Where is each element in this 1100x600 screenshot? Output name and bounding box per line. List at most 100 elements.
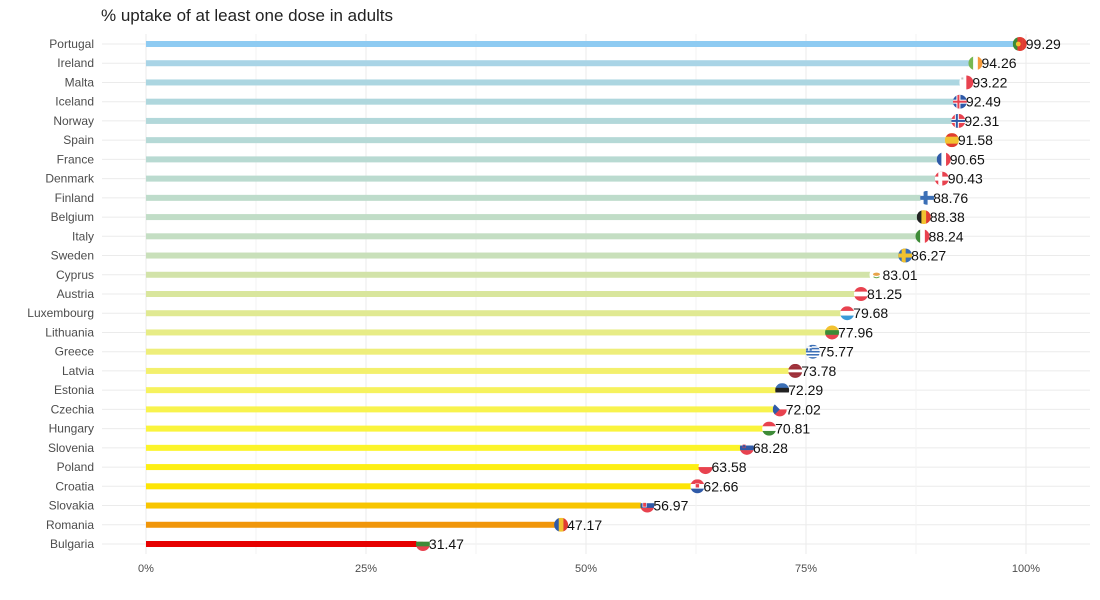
data-label: 92.31: [964, 113, 999, 129]
y-tick-label: Romania: [46, 518, 94, 532]
data-label: 62.66: [703, 478, 738, 494]
y-tick-label: Austria: [57, 287, 95, 301]
y-tick-label: Finland: [55, 191, 94, 205]
hungary-flag-icon: [762, 421, 777, 436]
bar: [146, 387, 783, 394]
data-label: 70.81: [775, 421, 810, 437]
y-tick-label: Norway: [53, 114, 94, 128]
bar: [146, 541, 423, 547]
bar: [146, 60, 976, 67]
x-tick-label: 100%: [1012, 563, 1040, 575]
data-label: 72.29: [788, 382, 823, 398]
denmark-flag-icon: [934, 171, 949, 186]
y-tick-label: Slovenia: [48, 441, 94, 455]
chart-title: % uptake of at least one dose in adults: [101, 6, 394, 25]
bars: [146, 41, 1020, 547]
y-tick-label: Ireland: [57, 56, 94, 70]
bar: [146, 117, 959, 124]
y-tick-label: Italy: [72, 229, 94, 243]
bar: [146, 310, 848, 317]
italy-flag-icon: [915, 229, 930, 244]
flag-markers: [415, 37, 1027, 551]
estonia-flag-icon: [775, 383, 790, 398]
bar: [146, 464, 706, 471]
data-label: 88.76: [933, 190, 968, 206]
data-label: 93.22: [972, 74, 1007, 90]
greece-flag-icon: [805, 344, 820, 359]
y-tick-label: Latvia: [62, 364, 94, 378]
bar: [146, 521, 562, 528]
bar: [146, 348, 813, 355]
bar: [146, 156, 944, 163]
data-label: 75.77: [819, 344, 854, 360]
x-tick-label: 25%: [355, 563, 377, 575]
czechia-flag-icon: [772, 402, 787, 417]
data-labels: 99.29 94.26 93.22 92.49 92.31 91.58 90.65 90.43…: [429, 36, 1061, 552]
data-label: 83.01: [882, 267, 917, 283]
data-label: 81.25: [867, 286, 902, 302]
y-tick-label: Iceland: [55, 95, 94, 109]
y-tick-label: Croatia: [55, 479, 94, 493]
malta-flag-icon: [959, 75, 974, 90]
bar: [146, 406, 780, 413]
data-label: 94.26: [981, 55, 1016, 71]
spain-flag-icon: [944, 133, 959, 148]
x-axis: 0% 25% 50% 75% 100%: [138, 563, 1040, 575]
luxembourg-flag-icon: [840, 306, 855, 321]
poland-flag-icon: [698, 460, 713, 475]
bar: [146, 233, 923, 240]
iceland-flag-icon: [952, 94, 967, 109]
bar: [146, 98, 960, 105]
y-tick-label: Belgium: [51, 210, 94, 224]
data-label: 63.58: [712, 459, 747, 475]
data-label: 79.68: [853, 305, 888, 321]
bulgaria-flag-icon: [415, 537, 430, 551]
data-label: 91.58: [958, 132, 993, 148]
y-tick-label: Malta: [65, 75, 95, 89]
data-label: 56.97: [653, 498, 688, 514]
belgium-flag-icon: [916, 210, 931, 225]
bar: [146, 367, 796, 374]
y-tick-label: Spain: [63, 133, 94, 147]
ireland-flag-icon: [968, 56, 983, 71]
y-tick-label: Slovakia: [49, 499, 95, 513]
data-label: 88.38: [930, 209, 965, 225]
norway-flag-icon: [951, 113, 966, 128]
bar: [146, 291, 861, 297]
slovakia-flag-icon: [640, 498, 655, 513]
data-label: 68.28: [753, 440, 788, 456]
france-flag-icon: [936, 152, 951, 167]
y-tick-label: Hungary: [49, 422, 94, 436]
bar: [146, 483, 698, 490]
y-axis: Portugal Ireland Malta Iceland Norway Spain Fr…: [27, 37, 95, 551]
data-label: 47.17: [567, 517, 602, 533]
bar: [146, 175, 942, 182]
bar: [146, 271, 877, 278]
y-tick-label: Luxembourg: [27, 306, 94, 320]
x-tick-label: 0%: [138, 563, 154, 575]
bar: [146, 137, 952, 144]
y-tick-label: Poland: [57, 460, 94, 474]
bar: [146, 502, 648, 509]
y-tick-label: Greece: [55, 345, 95, 359]
y-tick-label: Cyprus: [56, 268, 94, 282]
latvia-flag-icon: [788, 363, 803, 378]
romania-flag-icon: [554, 517, 569, 532]
bar: [146, 214, 924, 221]
data-label: 72.02: [786, 401, 821, 417]
y-tick-label: France: [57, 152, 95, 166]
data-label: 90.65: [950, 151, 985, 167]
data-label: 86.27: [911, 248, 946, 264]
bar: [146, 425, 770, 432]
y-tick-label: Sweden: [51, 249, 94, 263]
x-tick-label: 50%: [575, 563, 597, 575]
y-tick-label: Estonia: [54, 383, 94, 397]
lithuania-flag-icon: [825, 325, 840, 340]
y-tick-label: Czechia: [51, 402, 95, 416]
bar: [146, 252, 906, 259]
data-label: 31.47: [429, 536, 464, 552]
bar: [146, 194, 928, 201]
data-label: 99.29: [1026, 36, 1061, 52]
finland-flag-icon: [920, 190, 935, 205]
